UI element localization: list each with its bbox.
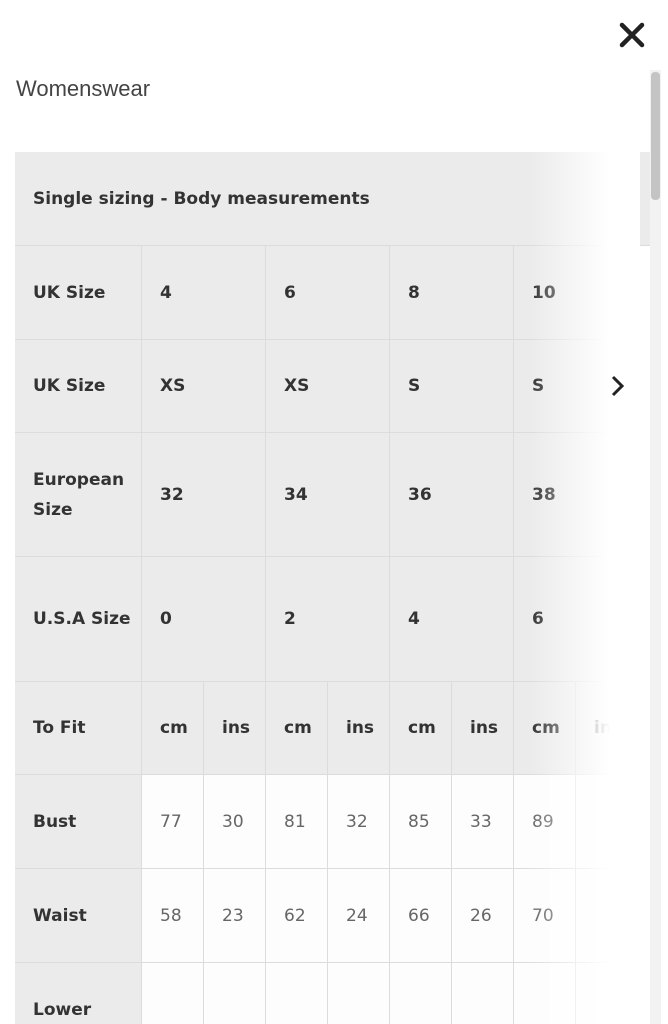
row-label: Lower	[15, 963, 142, 1024]
row-label: UK Size	[15, 340, 142, 433]
size-cell: XS	[266, 340, 390, 433]
measure-cell: 26	[452, 869, 514, 963]
measure-cell: 32	[328, 775, 390, 869]
measure-cell	[142, 963, 204, 1024]
scrollbar-thumb[interactable]	[651, 72, 660, 200]
size-cell: 6	[266, 246, 390, 340]
measure-cell: 24	[328, 869, 390, 963]
measure-cell: 23	[204, 869, 266, 963]
row-label: Waist	[15, 869, 142, 963]
row-label: To Fit	[15, 682, 142, 775]
row-label: European Size	[15, 433, 142, 557]
scrollbar-track	[650, 70, 661, 1024]
row-label: UK Size	[15, 246, 142, 340]
measure-cell: 30	[204, 775, 266, 869]
modal-title: Womenswear	[16, 76, 151, 101]
measure-cell: 85	[390, 775, 452, 869]
unit-cell: cm	[390, 682, 452, 775]
measure-cell	[452, 963, 514, 1024]
unit-cell: ins	[204, 682, 266, 775]
size-cell: 0	[142, 557, 266, 682]
size-cell: 2	[266, 557, 390, 682]
measure-cell	[328, 963, 390, 1024]
size-cell: 36	[390, 433, 514, 557]
size-cell: 8	[390, 246, 514, 340]
measure-cell: 81	[266, 775, 328, 869]
measure-cell: 33	[452, 775, 514, 869]
size-cell: 34	[266, 433, 390, 557]
size-cell: 4	[142, 246, 266, 340]
measure-cell	[266, 963, 328, 1024]
measure-cell: 77	[142, 775, 204, 869]
measure-cell: 58	[142, 869, 204, 963]
size-cell: XS	[142, 340, 266, 433]
close-button[interactable]	[619, 22, 645, 48]
size-cell: S	[390, 340, 514, 433]
scroll-right-arrow[interactable]	[608, 374, 628, 398]
measure-cell: 62	[266, 869, 328, 963]
unit-cell: ins	[328, 682, 390, 775]
measure-cell	[390, 963, 452, 1024]
measure-cell	[204, 963, 266, 1024]
row-label: U.S.A Size	[15, 557, 142, 682]
size-cell: 32	[142, 433, 266, 557]
measure-cell: 66	[390, 869, 452, 963]
size-cell: 4	[390, 557, 514, 682]
unit-cell: ins	[452, 682, 514, 775]
unit-cell: cm	[142, 682, 204, 775]
unit-cell: cm	[266, 682, 328, 775]
scroll-fade	[530, 152, 640, 1024]
row-label: Bust	[15, 775, 142, 869]
